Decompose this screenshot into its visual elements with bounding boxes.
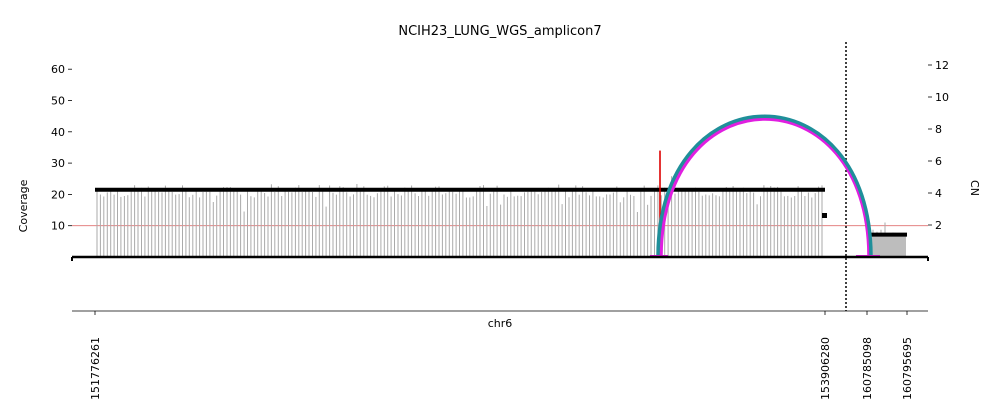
y-tick-label-right: 10 (935, 91, 949, 104)
x-tick-label: 160795695 (901, 337, 914, 400)
x-tick-label: 151776261 (89, 337, 102, 400)
y-tick-label-left: 30 (51, 157, 65, 170)
sv-arc-magenta (659, 117, 871, 258)
y-tick-label-left: 40 (51, 126, 65, 139)
cn-marker (822, 213, 827, 218)
y-tick-label-right: 4 (935, 187, 942, 200)
coverage-bars (96, 176, 906, 257)
cn-segments (95, 42, 907, 311)
y-axis-label-right: CN (968, 180, 981, 196)
y-tick-label-right: 12 (935, 59, 949, 72)
y-tick-label-left: 60 (51, 63, 65, 76)
y-axis-label-left: Coverage (17, 179, 30, 232)
axes: 10 20 30 40 50 60 2 4 6 8 10 12 151776261 153906280 16… (51, 59, 949, 400)
x-tick-label: 160785098 (861, 337, 874, 400)
y-tick-label-left: 20 (51, 188, 65, 201)
y-tick-label-right: 2 (935, 219, 942, 232)
y-tick-label-left: 10 (51, 220, 65, 233)
y-tick-label-right: 6 (935, 155, 942, 168)
x-axis-label: chr6 (488, 317, 513, 330)
x-tick-label: 153906280 (819, 337, 832, 400)
y-tick-label-left: 50 (51, 95, 65, 108)
y-tick-label-right: 8 (935, 123, 942, 136)
chart-title: NCIH23_LUNG_WGS_amplicon7 (398, 24, 601, 39)
coverage-block (872, 234, 906, 257)
sv-arc-teal (656, 114, 873, 258)
